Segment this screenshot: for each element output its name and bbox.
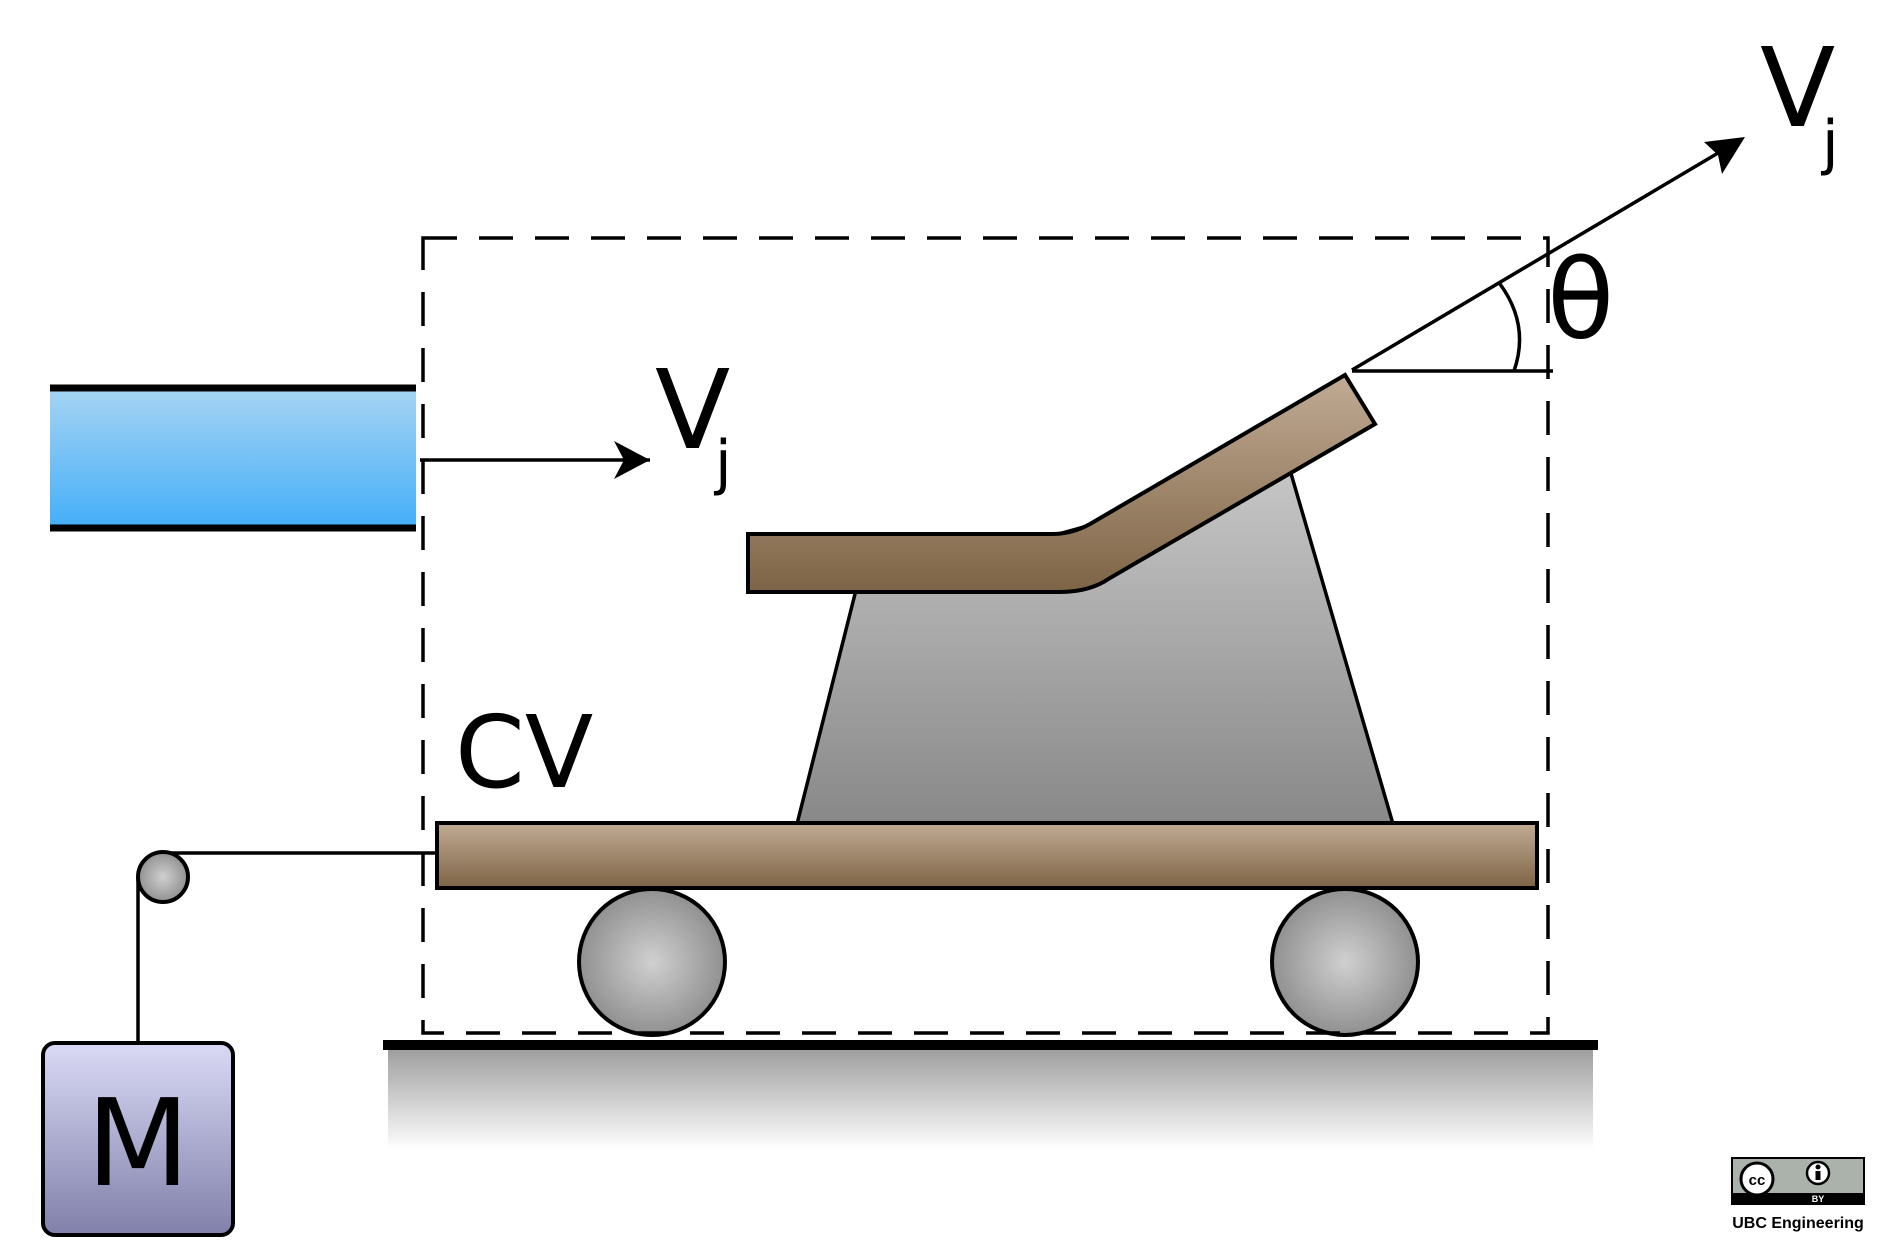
jet-in-label: V xyxy=(655,346,730,474)
svg-text:cc: cc xyxy=(1749,1172,1766,1189)
jet-out-arrowhead xyxy=(1704,137,1745,174)
mass-label: M xyxy=(86,1075,190,1214)
svg-text:BY: BY xyxy=(1812,1194,1825,1204)
jet-out-label: V xyxy=(1760,24,1835,152)
wheel-right xyxy=(1270,887,1420,1037)
cc-icon xyxy=(1739,1161,1775,1197)
cart-platform xyxy=(435,821,1539,890)
deflector-vane xyxy=(746,372,1378,594)
theta-arc xyxy=(1498,282,1522,372)
credit-text: UBC Engineering xyxy=(1732,1215,1864,1232)
control-volume-boundary xyxy=(421,236,1550,1035)
ground-shadow xyxy=(388,1045,1593,1150)
jet-out-subscript: j xyxy=(1820,108,1839,178)
cc-by-badge: cc BY xyxy=(1731,1157,1865,1205)
theta-label: θ xyxy=(1547,236,1614,364)
pulley xyxy=(136,850,190,904)
jet-in-subscript: j xyxy=(713,428,732,498)
control-volume-label: CV xyxy=(455,694,593,811)
hanging-mass xyxy=(41,1041,235,1237)
wheel-left xyxy=(577,887,727,1037)
jet-in-arrowhead xyxy=(614,441,650,479)
water-jet xyxy=(50,388,416,528)
jet-out-arrow xyxy=(1351,138,1741,372)
